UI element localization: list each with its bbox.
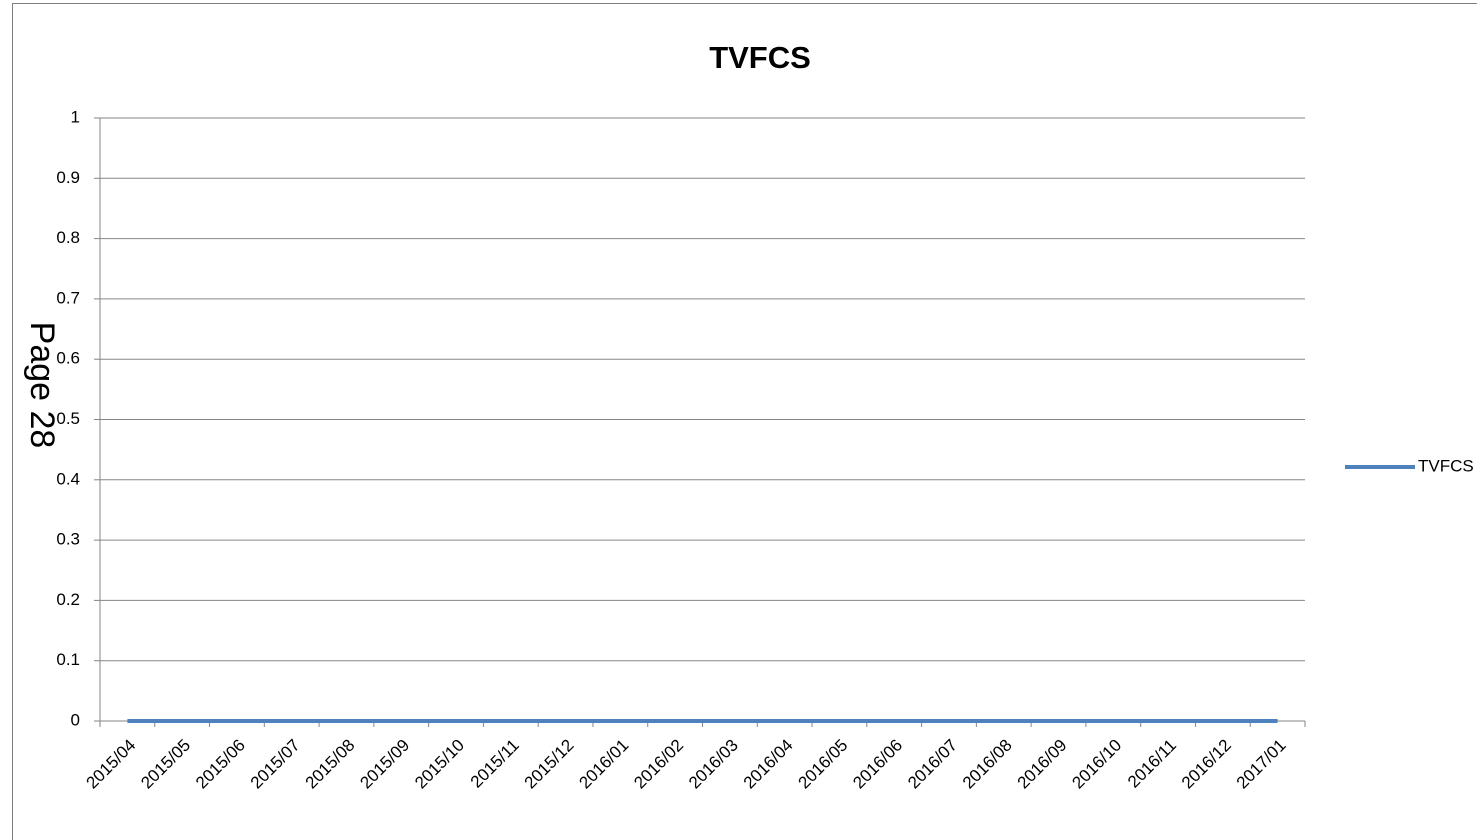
y-tick-label: 0.3 — [56, 530, 80, 549]
y-tick-label: 0.1 — [56, 650, 80, 669]
legend-label: TVFCS — [1418, 456, 1474, 475]
chart-title: TVFCS — [709, 40, 811, 75]
y-tick-label: 0.7 — [56, 288, 80, 307]
y-tick-label: 0.4 — [56, 469, 80, 488]
page-annotation: Page 28 — [23, 322, 61, 449]
y-tick-label: 0.8 — [56, 228, 80, 247]
y-tick-label: 0.9 — [56, 168, 80, 187]
y-tick-label: 0.5 — [56, 409, 80, 428]
y-tick-label: 0 — [71, 710, 80, 729]
y-tick-label: 0.2 — [56, 590, 80, 609]
y-tick-label: 0.6 — [56, 349, 80, 368]
chart-frame — [12, 3, 1477, 840]
y-tick-label: 1 — [71, 107, 80, 126]
